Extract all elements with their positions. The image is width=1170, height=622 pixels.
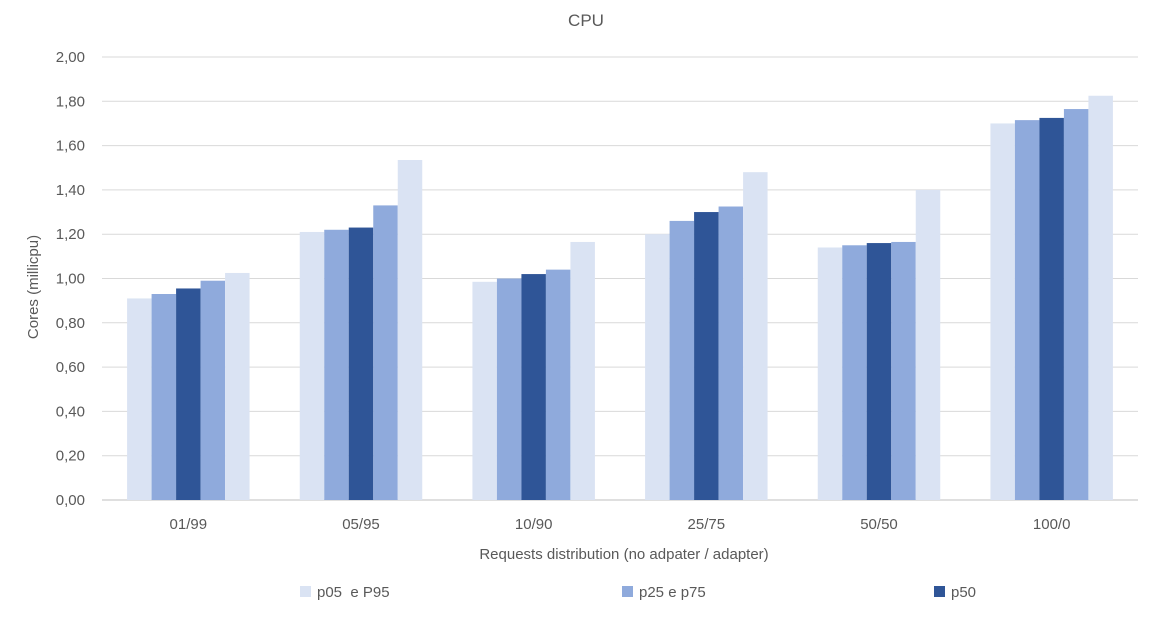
bar <box>817 247 843 500</box>
x-category-label: 100/0 <box>1033 516 1071 533</box>
legend-label: p50 <box>951 584 976 601</box>
bar <box>1039 117 1064 500</box>
legend-swatch <box>300 586 311 597</box>
bar <box>472 281 497 500</box>
bar <box>743 172 768 500</box>
bar <box>200 280 226 500</box>
bar <box>127 298 152 500</box>
bar <box>545 269 571 500</box>
bars <box>127 95 1113 501</box>
x-axis-categories: 01/99 05/95 10/90 25/75 50/50 100/0 <box>170 516 1071 533</box>
bar <box>324 229 349 500</box>
y-tick-label: 1,20 <box>56 226 85 243</box>
bar <box>151 294 177 500</box>
legend-label: p05 e P95 <box>317 584 390 601</box>
legend: p05 e P95 p25 e p75 p50 <box>300 584 976 601</box>
bar <box>496 278 522 500</box>
bar <box>570 241 595 500</box>
chart-title: CPU <box>568 11 604 30</box>
bar <box>1088 95 1113 500</box>
bar <box>397 159 423 500</box>
bar <box>669 220 695 500</box>
y-tick-label: 0,00 <box>56 492 85 509</box>
legend-swatch <box>622 586 633 597</box>
x-category-label: 25/75 <box>688 516 726 533</box>
bar <box>842 245 867 500</box>
x-category-label: 50/50 <box>860 516 898 533</box>
legend-swatch <box>934 586 945 597</box>
y-axis-ticks: 0,00 0,20 0,40 0,60 0,80 1,00 1,20 1,40 1,60 1,80… <box>56 49 85 509</box>
y-tick-label: 1,60 <box>56 138 85 155</box>
bar <box>225 272 250 500</box>
bar <box>694 212 719 501</box>
y-tick-label: 0,60 <box>56 359 85 376</box>
bar <box>645 234 670 500</box>
bar <box>1014 120 1040 500</box>
y-tick-label: 1,80 <box>56 93 85 110</box>
bar <box>866 243 892 500</box>
y-tick-label: 0,20 <box>56 448 85 465</box>
bar <box>176 288 201 500</box>
bar <box>373 205 398 500</box>
bar <box>891 241 916 500</box>
x-category-label: 10/90 <box>515 516 553 533</box>
bar <box>348 227 374 500</box>
y-tick-label: 0,40 <box>56 403 85 420</box>
x-category-label: 01/99 <box>170 516 208 533</box>
y-tick-label: 1,40 <box>56 182 85 199</box>
bar <box>718 206 744 500</box>
bar <box>990 123 1015 500</box>
y-tick-label: 2,00 <box>56 49 85 66</box>
bar <box>915 189 941 500</box>
y-axis-title: Cores (millicpu) <box>25 235 42 339</box>
bar <box>521 274 546 500</box>
y-tick-label: 0,80 <box>56 315 85 332</box>
bar <box>1063 109 1089 501</box>
bar <box>299 231 325 501</box>
legend-label: p25 e p75 <box>639 584 706 601</box>
gridlines <box>102 56 1138 501</box>
x-axis-title: Requests distribution (no adpater / adap… <box>479 546 768 563</box>
y-tick-label: 1,00 <box>56 271 85 288</box>
x-category-label: 05/95 <box>342 516 380 533</box>
